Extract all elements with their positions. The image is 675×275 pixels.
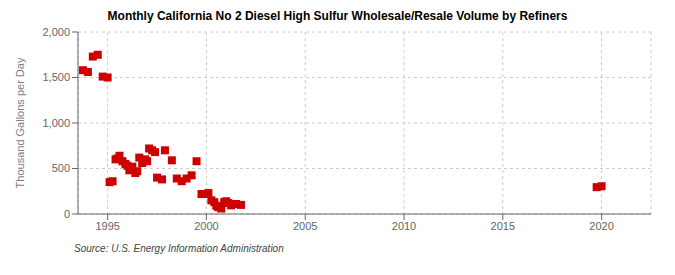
- svg-text:2000: 2000: [194, 220, 218, 232]
- svg-text:1,000: 1,000: [42, 117, 70, 129]
- svg-text:1,500: 1,500: [42, 71, 70, 83]
- svg-text:2015: 2015: [491, 220, 515, 232]
- svg-text:2,000: 2,000: [42, 26, 70, 38]
- html-text:Monthly California No 2 Diesel: Monthly California No 2 Diesel High Sulf…: [107, 9, 568, 23]
- svg-text:0: 0: [64, 208, 70, 220]
- svg-text:Thousand Gallons per Day: Thousand Gallons per Day: [14, 57, 26, 188]
- svg-text:2020: 2020: [589, 220, 613, 232]
- svg-text:2010: 2010: [392, 220, 416, 232]
- svg-text:2005: 2005: [293, 220, 317, 232]
- svg-text:500: 500: [52, 162, 70, 174]
- html-text:Source: U.S. Energy Informatio: Source: U.S. Energy Information Administ…: [74, 243, 284, 254]
- svg-text:1995: 1995: [95, 220, 119, 232]
